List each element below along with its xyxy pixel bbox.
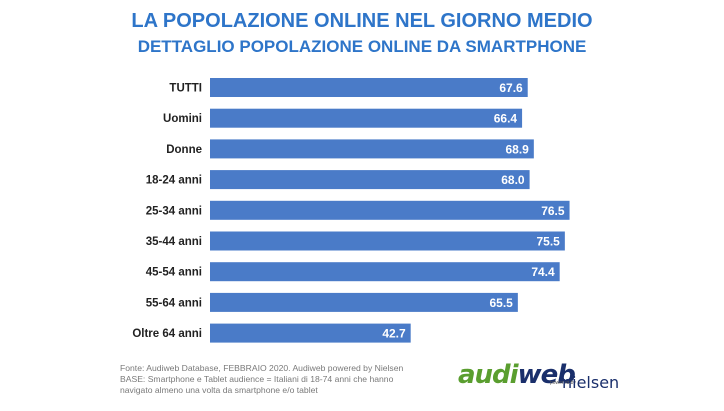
value-label: 74.4 bbox=[531, 265, 555, 279]
bar bbox=[210, 292, 518, 312]
bar bbox=[210, 323, 411, 343]
value-label: 42.7 bbox=[382, 327, 406, 341]
chart-title: LA POPOLAZIONE ONLINE NEL GIORNO MEDIO bbox=[131, 10, 593, 32]
value-label: 66.4 bbox=[494, 112, 518, 126]
footnote-base-cont: navigato almeno una volta da smartphone … bbox=[120, 385, 318, 395]
bar bbox=[210, 78, 528, 97]
bar bbox=[210, 200, 570, 220]
footnote-base: BASE: Smartphone e Tablet audience = Ita… bbox=[120, 374, 394, 384]
bar bbox=[210, 108, 523, 128]
logo-powered-by: powered by bbox=[550, 380, 576, 386]
category-label: 35-44 anni bbox=[146, 236, 202, 248]
value-label: 76.5 bbox=[541, 204, 565, 218]
category-label: 55-64 anni bbox=[146, 297, 202, 309]
audiweb-nielsen-logo: audiweb powered by nielsen bbox=[458, 360, 619, 400]
nielsen-wordmark: nielsen bbox=[562, 373, 620, 392]
value-label: 68.0 bbox=[501, 173, 525, 187]
category-label: 25-34 anni bbox=[146, 205, 202, 217]
value-label: 65.5 bbox=[489, 296, 513, 310]
bar bbox=[210, 139, 534, 159]
footnote-source: Fonte: Audiweb Database, FEBBRAIO 2020. … bbox=[120, 363, 404, 373]
category-label: TUTTI bbox=[169, 83, 202, 95]
value-label: 68.9 bbox=[505, 142, 529, 156]
audiweb-wordmark: audiweb bbox=[458, 360, 576, 390]
category-label: Uomini bbox=[163, 113, 202, 125]
bar bbox=[210, 170, 530, 190]
bar bbox=[210, 262, 560, 282]
category-label: Donne bbox=[166, 144, 202, 156]
value-label: 75.5 bbox=[536, 235, 560, 249]
category-label: Oltre 64 anni bbox=[132, 328, 202, 340]
category-label: 18-24 anni bbox=[146, 175, 202, 187]
category-label: 45-54 anni bbox=[146, 267, 202, 279]
bar bbox=[210, 231, 565, 251]
chart-subtitle: DETTAGLIO POPOLAZIONE ONLINE DA SMARTPHO… bbox=[137, 37, 587, 56]
value-label: 67.6 bbox=[499, 81, 523, 95]
